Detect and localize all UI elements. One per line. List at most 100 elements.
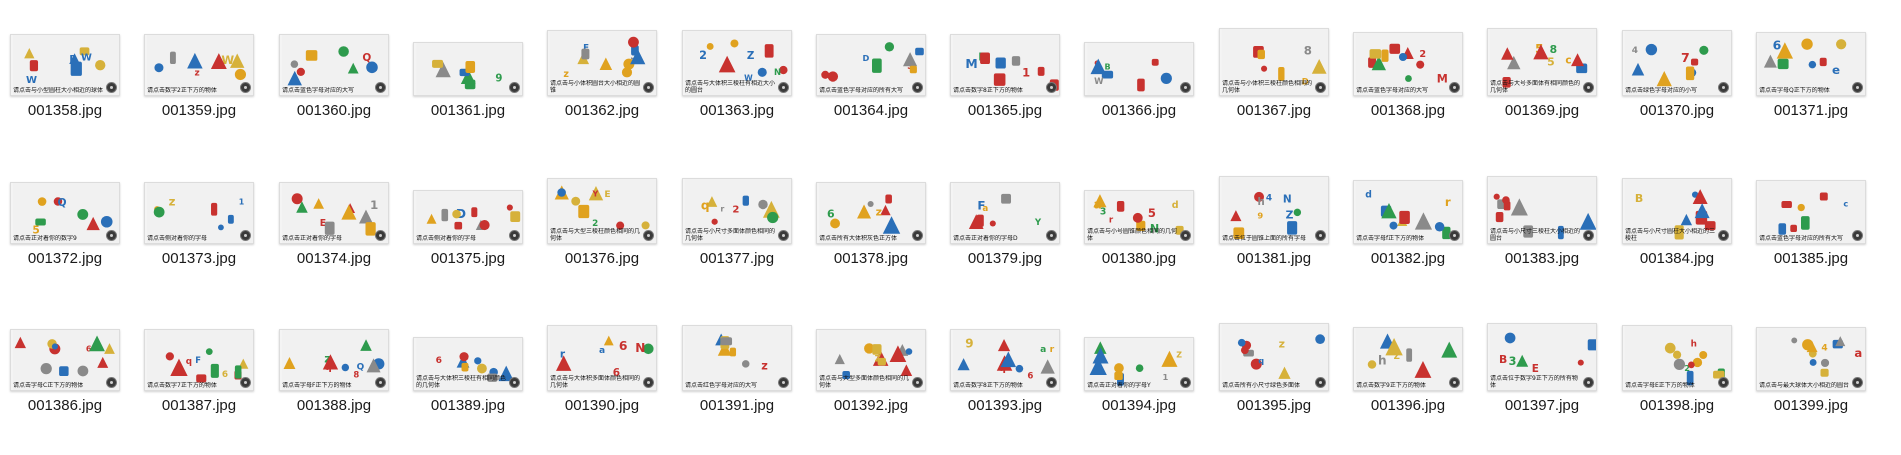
file-item[interactable]: 5 Q 请点击正对着你的数字9 001372.jpg <box>10 150 120 275</box>
file-name[interactable]: 001371.jpg <box>1773 102 1849 119</box>
image-thumbnail[interactable]: 2 M 请点击蓝色字母对应的大写 <box>1353 32 1463 96</box>
file-name[interactable]: 001372.jpg <box>27 250 103 267</box>
file-item[interactable]: D 请点击侧对着你的字母 001375.jpg <box>413 150 523 275</box>
file-name[interactable]: 001394.jpg <box>1101 397 1177 414</box>
image-thumbnail[interactable]: c 请点击蓝色字母对应的所有大写 <box>1756 180 1866 244</box>
file-name[interactable]: 001373.jpg <box>161 250 237 267</box>
file-name[interactable]: 001387.jpg <box>161 397 237 414</box>
image-thumbnail[interactable]: 1 Z 请点击正对着你的字母Y <box>1084 337 1194 391</box>
file-item[interactable]: 1NM请点击数字8正下方的物体 001365.jpg <box>950 2 1060 127</box>
image-thumbnail[interactable]: 2 h 请点击字母E正下方的物体 <box>1622 325 1732 391</box>
file-name[interactable]: 001385.jpg <box>1773 250 1849 267</box>
file-item[interactable]: d r 请点击字母f正下方的物体 001382.jpg <box>1353 150 1463 275</box>
image-thumbnail[interactable]: d r 请点击字母f正下方的物体 <box>1353 180 1463 244</box>
file-item[interactable]: a 6 6 r N 请点击与大体积多面体颜色相同的几何体 001390.jpg <box>547 297 657 422</box>
image-thumbnail[interactable]: z 1 请点击侧对着你的字母 <box>144 182 254 244</box>
file-item[interactable]: Nd3a5r请点击与小号圆锥颜色相同的几何体 001380.jpg <box>1084 150 1194 275</box>
file-name[interactable]: 001364.jpg <box>833 102 909 119</box>
file-item[interactable]: 2 M 请点击蓝色字母对应的大写 001368.jpg <box>1353 2 1463 127</box>
image-thumbnail[interactable]: Nd3a5r请点击与小号圆锥颜色相同的几何体 <box>1084 190 1194 244</box>
image-thumbnail[interactable]: eWB <box>1084 42 1194 96</box>
file-item[interactable]: B 请点击与小尺寸圆柱大小相近的三棱柱 001384.jpg <box>1622 150 1732 275</box>
image-thumbnail[interactable]: 5c58请点击与大号多面体有相同颜色的几何体 <box>1487 28 1597 96</box>
file-name[interactable]: 001365.jpg <box>967 102 1043 119</box>
file-item[interactable]: 2 Z W N 请点击与大体积三棱柱有相近大小的圆台 001363.jpg <box>682 2 792 127</box>
image-thumbnail[interactable]: z q 请点击所有小尺寸绿色多面体 <box>1219 323 1329 391</box>
file-item[interactable]: q 2 r 请点击与小尺寸多面体颜色相同的几何体 001377.jpg <box>682 150 792 275</box>
file-name[interactable]: 001368.jpg <box>1370 102 1446 119</box>
file-name[interactable]: 001389.jpg <box>430 397 506 414</box>
image-thumbnail[interactable]: q 2 r 请点击与小尺寸多面体颜色相同的几何体 <box>682 178 792 244</box>
file-item[interactable]: z 1 请点击侧对着你的字母 001373.jpg <box>144 150 254 275</box>
file-name[interactable]: 001393.jpg <box>967 397 1043 414</box>
file-item[interactable]: 请点击与小尺寸三棱柱大小相近的圆台 001383.jpg <box>1487 150 1597 275</box>
file-item[interactable]: 6 z 请点击所有大体积灰色正方体 001378.jpg <box>816 150 926 275</box>
file-name[interactable]: 001363.jpg <box>699 102 775 119</box>
file-name[interactable]: 001374.jpg <box>296 250 372 267</box>
file-name[interactable]: 001384.jpg <box>1639 250 1715 267</box>
file-item[interactable]: 5c58请点击与大号多面体有相同颜色的几何体 001369.jpg <box>1487 2 1597 127</box>
image-thumbnail[interactable]: Q 请点击蓝色字母对应的大写 <box>279 34 389 96</box>
image-thumbnail[interactable]: a 6 6 r N 请点击与大体积多面体颜色相同的几何体 <box>547 325 657 391</box>
file-name[interactable]: 001380.jpg <box>1101 250 1177 267</box>
image-thumbnail[interactable]: 请点击与小尺寸三棱柱大小相近的圆台 <box>1487 176 1597 244</box>
file-name[interactable]: 001398.jpg <box>1639 397 1715 414</box>
file-item[interactable]: 6 请点击与大体积三棱柱有相同颜色的几何体 001389.jpg <box>413 297 523 422</box>
file-item[interactable]: z q 请点击所有小尺寸绿色多面体 001395.jpg <box>1219 297 1329 422</box>
file-name[interactable]: 001361.jpg <box>430 102 506 119</box>
image-thumbnail[interactable]: 6 请点击与大体积三棱柱有相同颜色的几何体 <box>413 337 523 391</box>
file-name[interactable]: 001381.jpg <box>1236 250 1312 267</box>
image-thumbnail[interactable]: 6 请点击字母C正下方的物体 <box>10 329 120 391</box>
file-name[interactable]: 001386.jpg <box>27 397 103 414</box>
file-item[interactable]: c 请点击蓝色字母对应的所有大写 001385.jpg <box>1756 150 1866 275</box>
image-thumbnail[interactable]: 7 4 请点击绿色字母对应的小写 <box>1622 30 1732 96</box>
file-name[interactable]: 001359.jpg <box>161 102 237 119</box>
file-name[interactable]: 001377.jpg <box>699 250 775 267</box>
file-item[interactable]: 9 001361.jpg <box>413 2 523 127</box>
image-thumbnail[interactable]: 1NM请点击数字8正下方的物体 <box>950 34 1060 96</box>
image-thumbnail[interactable]: E3z请点击与小体积圆台大小相近的圆锥 <box>547 30 657 96</box>
file-name[interactable]: 001362.jpg <box>564 102 640 119</box>
file-name[interactable]: 001360.jpg <box>296 102 372 119</box>
file-item[interactable]: 3 E B 请点击位于数字9正下方的所有物体 001397.jpg <box>1487 297 1597 422</box>
image-thumbnail[interactable]: 5 Q 请点击正对着你的数字9 <box>10 182 120 244</box>
file-name[interactable]: 001379.jpg <box>967 250 1043 267</box>
file-name[interactable]: 001396.jpg <box>1370 397 1446 414</box>
image-thumbnail[interactable]: WEW请点击与小型圆柱大小相近的球体 <box>10 34 120 96</box>
image-thumbnail[interactable]: Ea1请点击正对着你的字母 <box>279 182 389 244</box>
image-thumbnail[interactable]: 6 e 请点击字母Q正下方的物体 <box>1756 32 1866 96</box>
file-item[interactable]: 6 请点击字母C正下方的物体 001386.jpg <box>10 297 120 422</box>
file-name[interactable]: 001378.jpg <box>833 250 909 267</box>
file-item[interactable]: 6 e 请点击字母Q正下方的物体 001371.jpg <box>1756 2 1866 127</box>
image-thumbnail[interactable]: 2 Z W N 请点击与大体积三棱柱有相近大小的圆台 <box>682 30 792 96</box>
file-name[interactable]: 001382.jpg <box>1370 250 1446 267</box>
image-thumbnail[interactable]: Y E 2 请点击与大型三棱柱颜色相同的几何体 <box>547 178 657 244</box>
file-item[interactable]: eWB 001366.jpg <box>1084 2 1194 127</box>
file-item[interactable]: WEW请点击与小型圆柱大小相近的球体 001358.jpg <box>10 2 120 127</box>
file-name[interactable]: 001375.jpg <box>430 250 506 267</box>
file-name[interactable]: 001369.jpg <box>1504 102 1580 119</box>
file-item[interactable]: Ea1请点击正对着你的字母 001374.jpg <box>279 150 389 275</box>
file-name[interactable]: 001376.jpg <box>564 250 640 267</box>
file-name[interactable]: 001366.jpg <box>1101 102 1177 119</box>
file-name[interactable]: 001397.jpg <box>1504 397 1580 414</box>
file-item[interactable]: 1 Z 请点击正对着你的字母Y 001394.jpg <box>1084 297 1194 422</box>
file-item[interactable]: 8 D 请点击与小体积三棱柱颜色相同的几何体 001367.jpg <box>1219 2 1329 127</box>
file-item[interactable]: Z 请点击与大型多面体颜色相同的几何体 001392.jpg <box>816 297 926 422</box>
image-thumbnail[interactable]: D 请点击侧对着你的字母 <box>413 190 523 244</box>
file-item[interactable]: F 6 q 请点击数字7正下方的物体 001387.jpg <box>144 297 254 422</box>
image-thumbnail[interactable]: 6 z 请点击所有大体积灰色正方体 <box>816 182 926 244</box>
file-name[interactable]: 001399.jpg <box>1773 397 1849 414</box>
image-thumbnail[interactable]: 3 E B 请点击位于数字9正下方的所有物体 <box>1487 323 1597 391</box>
file-item[interactable]: 7 4 请点击绿色字母对应的小写 001370.jpg <box>1622 2 1732 127</box>
file-item[interactable]: z 请点击红色字母对应的大写 001391.jpg <box>682 297 792 422</box>
image-thumbnail[interactable]: B 请点击与小尺寸圆柱大小相近的三棱柱 <box>1622 178 1732 244</box>
